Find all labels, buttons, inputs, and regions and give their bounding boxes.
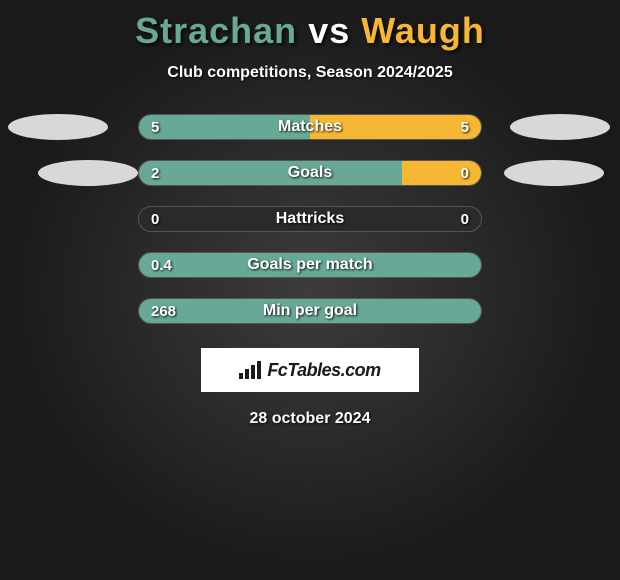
stat-row: 0.4Goals per match	[0, 252, 620, 278]
stat-label: Hattricks	[139, 207, 481, 231]
stat-row: 55Matches	[0, 114, 620, 140]
player1-name: Strachan	[135, 10, 297, 51]
player2-oval	[510, 114, 610, 140]
stat-label: Min per goal	[139, 299, 481, 323]
stat-bar: 268Min per goal	[138, 298, 482, 324]
player2-name: Waugh	[361, 10, 485, 51]
comparison-title: Strachan vs Waugh	[0, 0, 620, 52]
stat-bars-container: 55Matches 20Goals 00Hattricks 0.4Goals per …	[0, 114, 620, 324]
stat-bar: 55Matches	[138, 114, 482, 140]
stat-label: Goals per match	[139, 253, 481, 277]
player1-oval	[8, 114, 108, 140]
stat-bar: 0.4Goals per match	[138, 252, 482, 278]
vs-separator: vs	[308, 10, 350, 51]
stat-row: 20Goals	[0, 160, 620, 186]
stat-bar: 20Goals	[138, 160, 482, 186]
chart-icon	[239, 361, 261, 379]
date-label: 28 october 2024	[0, 410, 620, 428]
stat-bar: 00Hattricks	[138, 206, 482, 232]
stat-row: 268Min per goal	[0, 298, 620, 324]
stat-row: 00Hattricks	[0, 206, 620, 232]
subtitle: Club competitions, Season 2024/2025	[0, 64, 620, 82]
brand-text: FcTables.com	[267, 360, 380, 381]
brand-box: FcTables.com	[201, 348, 419, 392]
stat-label: Matches	[139, 115, 481, 139]
player1-oval	[38, 160, 138, 186]
player2-oval	[504, 160, 604, 186]
stat-label: Goals	[139, 161, 481, 185]
